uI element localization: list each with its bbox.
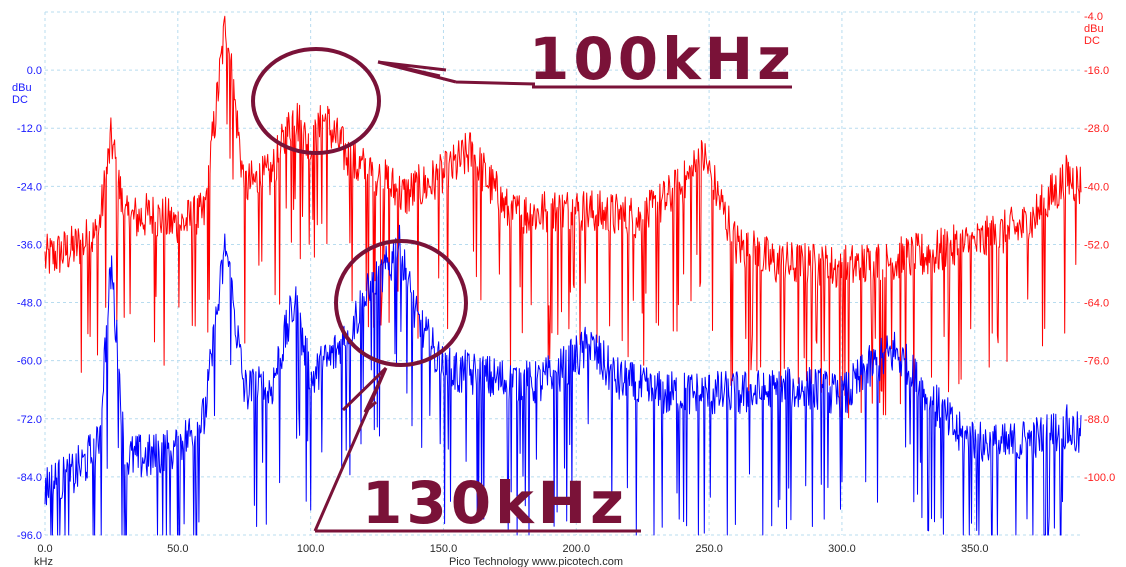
annotation-100khz: 100kHz [251,25,795,155]
left-axis-unit-line-1: dBu [12,82,32,94]
right-axis-ticks: -16.0 -28.0 -40.0 -52.0 -64.0 -76.0 -88.0 -100.… [1084,65,1115,484]
annotation-label-130khz: 130kHz [362,469,628,537]
right-tick-label: -100.0 [1084,472,1115,484]
series-layer [44,15,1082,536]
left-tick-label: -60.0 [17,356,42,368]
right-tick-label: -88.0 [1084,414,1109,426]
left-axis-unit: dBu DC [12,82,32,106]
right-axis-unit-line-2: DC [1084,35,1100,47]
left-tick-label: -84.0 [17,472,42,484]
x-tick-label: 200.0 [563,543,591,555]
annotation-label-100khz: 100kHz [529,25,795,93]
x-tick-label: 100.0 [297,543,325,555]
left-axis-ticks: 0.0 -12.0 -24.0 -36.0 -48.0 -60.0 -72.0 -84.0 -9… [17,65,42,542]
left-tick-label: 0.0 [27,65,42,77]
left-axis-unit-line-2: DC [12,94,28,106]
left-tick-label: -48.0 [17,298,42,310]
x-axis-unit-label: kHz [34,556,53,567]
right-tick-label: -52.0 [1084,239,1109,251]
right-tick-label: -16.0 [1084,65,1109,77]
x-tick-label: 150.0 [430,543,458,555]
right-axis-unit: -4.0 dBu DC [1084,11,1104,47]
footer-credit: Pico Technology www.picotech.com [449,556,623,567]
left-tick-label: -24.0 [17,181,42,193]
left-tick-label: -12.0 [17,123,42,135]
left-tick-label: -96.0 [17,530,42,542]
annotation-circle-130khz [334,239,468,367]
right-tick-label: -64.0 [1084,298,1109,310]
x-tick-label: 50.0 [167,543,188,555]
x-tick-label: 350.0 [961,543,989,555]
annotation-arrow-100khz [377,60,536,86]
right-tick-label: -76.0 [1084,356,1109,368]
x-tick-label: 0.0 [37,543,52,555]
right-tick-label: -40.0 [1084,181,1109,193]
annotation-circle-100khz [251,47,381,155]
right-tick-label: -28.0 [1084,123,1109,135]
right-axis-unit-line-1: dBu [1084,23,1104,35]
x-tick-label: 250.0 [695,543,723,555]
left-tick-label: -72.0 [17,414,42,426]
x-axis-ticks: 0.0 50.0 100.0 150.0 200.0 250.0 300.0 350.0 [37,543,988,555]
left-tick-label: -36.0 [17,239,42,251]
right-axis-top-value: -4.0 [1084,11,1103,23]
annotation-130khz: 130kHz [313,239,641,537]
series-line-1 [44,224,1082,536]
x-tick-label: 300.0 [828,543,856,555]
annotation-arrow-130khz [313,366,388,532]
series-line-0 [44,15,1082,419]
